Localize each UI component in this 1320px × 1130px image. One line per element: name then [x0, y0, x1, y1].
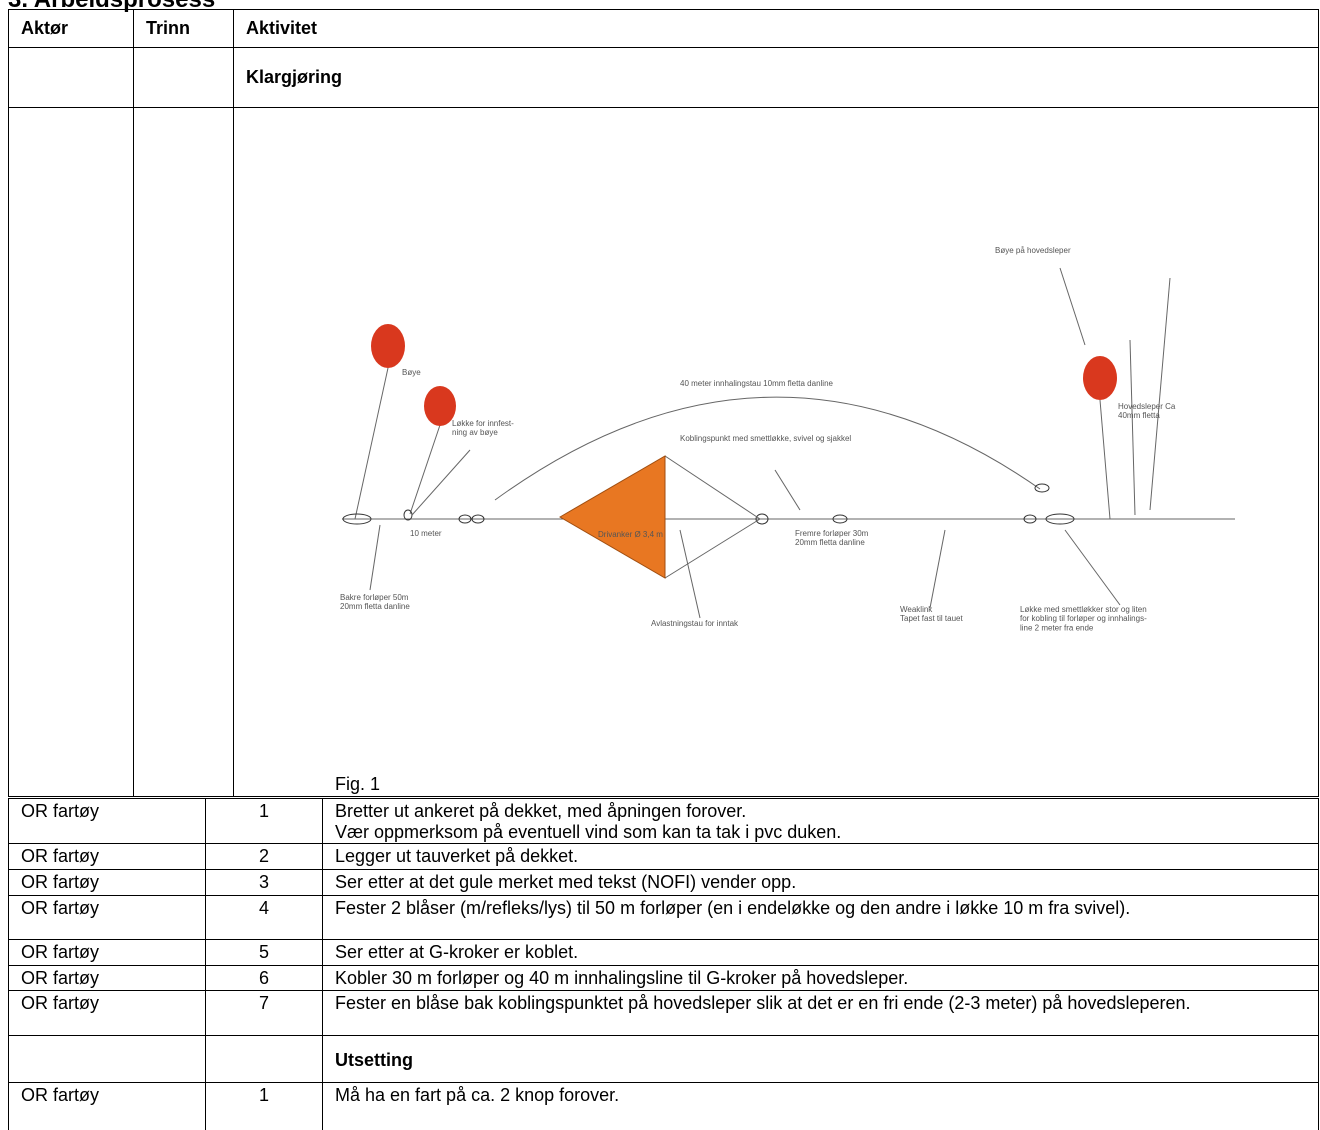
section-row: Utsetting	[8, 1035, 1319, 1083]
cell: OR fartøy	[8, 939, 206, 966]
cell: OR fartøy	[8, 869, 206, 896]
section-title: Klargjøring	[233, 47, 1319, 108]
cell: 5	[205, 939, 323, 966]
cell: Ser etter at det gule merket med tekst (…	[322, 869, 1319, 896]
step-row: OR fartøy 2 Legger ut tauverket på dekket.	[8, 843, 1319, 870]
step-row: OR fartøy 4 Fester 2 blåser (m/refleks/lys…	[8, 895, 1319, 940]
cell	[8, 1035, 206, 1083]
cell: OR fartøy	[8, 1082, 206, 1130]
cell: Ser etter at G-kroker er koblet.	[322, 939, 1319, 966]
cell: Kobler 30 m forløper og 40 m innhalingsl…	[322, 965, 1319, 991]
cell: 6	[205, 965, 323, 991]
cell: OR fartøy	[8, 797, 206, 844]
cell: 7	[205, 990, 323, 1036]
col-header: Aktivitet	[233, 9, 1319, 48]
col-header: Trinn	[133, 9, 234, 48]
steps-table: OR fartøy 1 Bretter ut ankeret på dekket, …	[8, 796, 1319, 1130]
cell: Utsetting	[322, 1035, 1319, 1083]
col-header: Aktør	[8, 9, 134, 48]
cell: Bretter ut ankeret på dekket, med åpning…	[322, 797, 1319, 844]
cell: OR fartøy	[8, 990, 206, 1036]
cell	[205, 1035, 323, 1083]
cell: 1	[205, 797, 323, 844]
cell: Fester 2 blåser (m/refleks/lys) til 50 m…	[322, 895, 1319, 940]
cell: Legger ut tauverket på dekket.	[322, 843, 1319, 870]
step-row: OR fartøy 3 Ser etter at det gule merket m…	[8, 869, 1319, 896]
cell: OR fartøy	[8, 965, 206, 991]
step-row: OR fartøy 7 Fester en blåse bak koblingspu…	[8, 990, 1319, 1036]
cell: OR fartøy	[8, 895, 206, 940]
cell: 1	[205, 1082, 323, 1130]
step-row: OR fartøy 1 Bretter ut ankeret på dekket, …	[8, 797, 1319, 844]
step-row: OR fartøy 5 Ser etter at G-kroker er koble…	[8, 939, 1319, 966]
cell: 3	[205, 869, 323, 896]
cell: Fester en blåse bak koblingspunktet på h…	[322, 990, 1319, 1036]
step-row: OR fartøy 6 Kobler 30 m forløper og 40 m i…	[8, 965, 1319, 991]
step-row: OR fartøy 1 Må ha en fart på ca. 2 knop fo…	[8, 1082, 1319, 1130]
cell: 2	[205, 843, 323, 870]
cell: Må ha en fart på ca. 2 knop forover.	[322, 1082, 1319, 1130]
cell: OR fartøy	[8, 843, 206, 870]
table-header: Aktør Trinn Aktivitet Klargjøring	[8, 9, 1319, 797]
cell: 4	[205, 895, 323, 940]
